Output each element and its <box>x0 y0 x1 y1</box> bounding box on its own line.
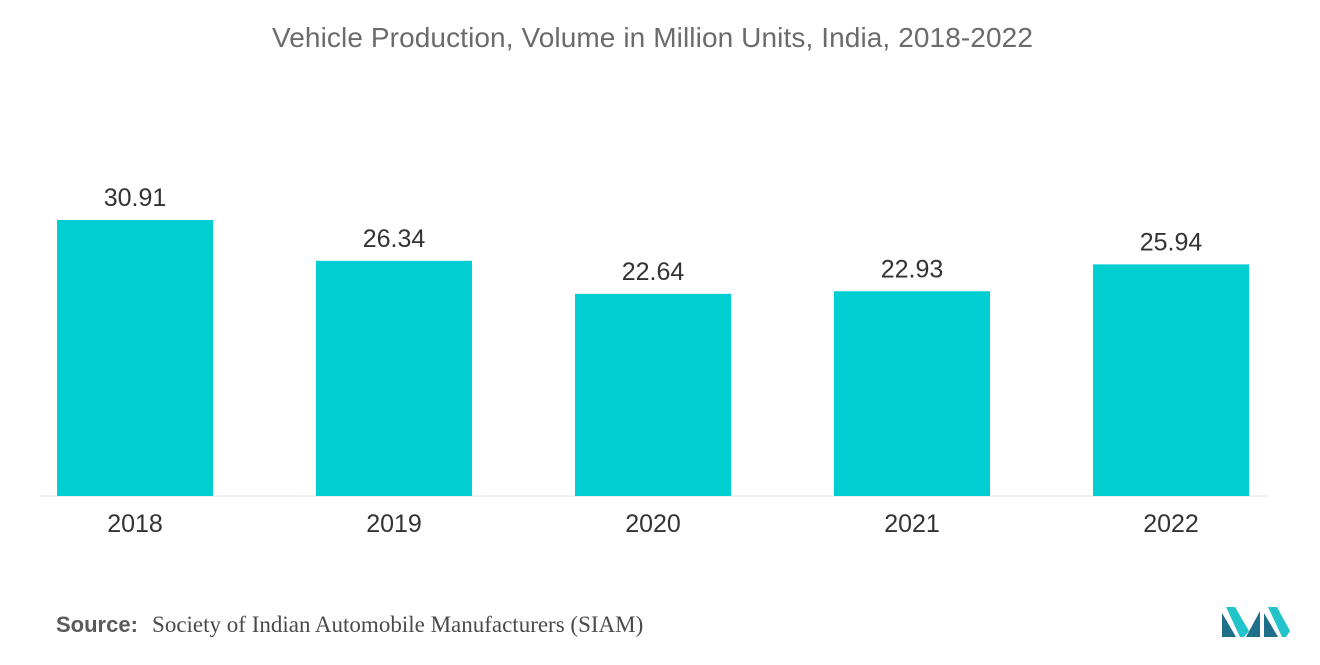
value-label-2018: 30.91 <box>104 184 167 212</box>
value-label-2021: 22.93 <box>881 255 944 283</box>
bar-2022 <box>1093 264 1249 496</box>
bars-group: 30.91 2018 26.34 2019 22.64 2020 22.93 2021 25.9… <box>57 184 1249 538</box>
value-label-2020: 22.64 <box>622 258 685 286</box>
bar-2018 <box>57 220 213 496</box>
mordor-logo-icon <box>1222 607 1290 637</box>
value-label-2022: 25.94 <box>1140 228 1203 256</box>
value-label-2019: 26.34 <box>363 225 426 253</box>
bar-2019 <box>316 260 472 496</box>
category-label-2020: 2020 <box>625 510 681 538</box>
category-label-2018: 2018 <box>107 510 163 538</box>
category-label-2021: 2021 <box>884 510 940 538</box>
category-label-2022: 2022 <box>1143 510 1199 538</box>
chart-title: Vehicle Production, Volume in Million Un… <box>272 22 1033 53</box>
source-text: Society of Indian Automobile Manufacture… <box>152 612 644 637</box>
bar-2020 <box>575 293 731 496</box>
source-note: Source: Society of Indian Automobile Man… <box>56 612 643 638</box>
source-label: Source: <box>56 612 138 637</box>
bar-2021 <box>834 291 990 496</box>
category-label-2019: 2019 <box>366 510 422 538</box>
